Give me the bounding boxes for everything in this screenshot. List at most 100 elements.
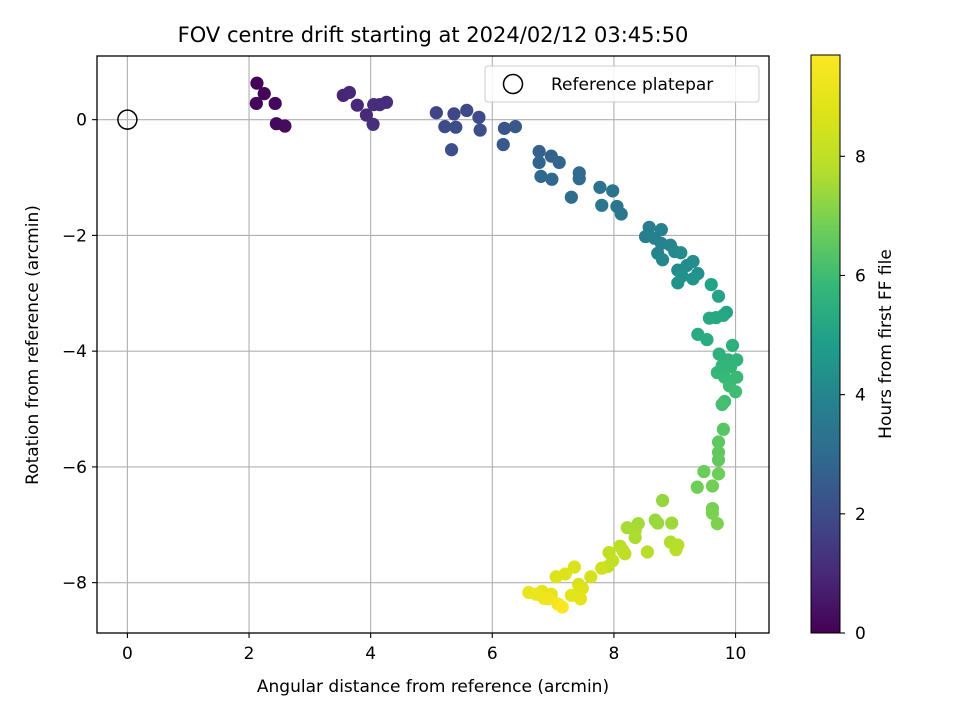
data-point [541, 592, 555, 606]
data-point [593, 180, 607, 194]
data-point [686, 272, 700, 286]
data-point [655, 253, 670, 267]
colorbar: 0 2 4 6 8 Hours from first FF file [810, 54, 896, 644]
data-point [697, 464, 711, 479]
reference-marker [117, 109, 138, 130]
legend-reference-marker [502, 73, 524, 95]
data-point [564, 190, 578, 204]
data-point [449, 120, 463, 134]
legend: Reference platepar [484, 65, 760, 103]
data-point [584, 570, 598, 584]
data-point [567, 560, 581, 574]
data-point [429, 106, 443, 120]
data-points [249, 76, 744, 614]
data-point [730, 370, 744, 384]
data-point [447, 107, 461, 121]
data-point [705, 479, 720, 493]
data-point [618, 547, 632, 561]
x-axis-ticks: 0 2 4 6 8 10 [122, 633, 746, 664]
y-tick-label: 0 [76, 111, 87, 131]
data-point [496, 137, 510, 152]
data-point [614, 207, 628, 221]
data-point [710, 517, 724, 531]
x-tick-label: 6 [487, 644, 498, 664]
data-point [715, 397, 729, 411]
data-point [249, 96, 263, 111]
reference-platepar-marker [117, 109, 138, 130]
data-point [725, 338, 740, 352]
x-tick-label: 2 [244, 644, 255, 664]
colorbar-tick-label: 4 [855, 386, 866, 406]
colorbar-tick-label: 6 [855, 266, 866, 286]
colorbar-label: Hours from first FF file [876, 249, 896, 439]
data-point [686, 254, 700, 269]
data-point [268, 96, 282, 111]
data-point [595, 561, 609, 575]
data-point [665, 516, 679, 530]
data-point [651, 516, 665, 530]
data-point [671, 276, 685, 290]
data-point [724, 360, 738, 374]
data-point [669, 543, 683, 557]
data-point [690, 480, 704, 494]
data-point [573, 592, 588, 606]
plot-frame [96, 55, 770, 634]
data-point [552, 155, 566, 170]
data-point [549, 570, 563, 584]
data-point [640, 545, 654, 559]
data-point [438, 120, 452, 134]
data-point [654, 223, 668, 237]
data-point [350, 98, 364, 112]
data-point [444, 143, 459, 157]
data-point [532, 144, 546, 159]
data-point [711, 289, 726, 303]
data-point [460, 103, 474, 118]
y-tick-label: −4 [62, 342, 87, 362]
data-point [497, 121, 512, 135]
data-point [606, 184, 620, 198]
data-point [379, 95, 394, 109]
y-tick-label: −6 [62, 458, 87, 478]
data-point [628, 530, 642, 545]
data-point [595, 198, 609, 212]
data-point [716, 422, 730, 436]
data-point [534, 169, 548, 183]
data-point [704, 278, 718, 292]
data-point [250, 76, 264, 90]
x-axis-label: Angular distance from reference (arcmin) [257, 677, 609, 697]
colorbar-tick-label: 8 [855, 147, 866, 167]
data-point [473, 123, 487, 137]
colorbar-tick-label: 2 [855, 505, 866, 525]
colorbar-tick-label: 0 [855, 624, 866, 644]
data-point [655, 493, 670, 508]
data-point [711, 467, 726, 481]
legend-box [484, 65, 760, 103]
data-point [555, 600, 569, 614]
data-point [700, 332, 714, 347]
data-point [705, 506, 720, 520]
chart-title: FOV centre drift starting at 2024/02/12 … [178, 23, 689, 47]
data-point [674, 246, 688, 260]
colorbar-gradient [810, 54, 841, 634]
legend-reference-label: Reference platepar [551, 75, 713, 95]
data-point [359, 108, 374, 122]
y-tick-label: −8 [62, 574, 87, 594]
data-point [709, 310, 723, 325]
x-tick-label: 0 [122, 644, 133, 664]
x-tick-label: 4 [365, 644, 376, 664]
colorbar-ticks: 0 2 4 6 8 [840, 147, 866, 644]
data-point [257, 87, 271, 101]
x-tick-label: 10 [725, 644, 747, 664]
y-tick-label: −2 [62, 226, 87, 246]
y-axis-label: Rotation from reference (arcmin) [23, 205, 43, 485]
data-point [711, 435, 726, 449]
y-axis-ticks: 0 −2 −4 −6 −8 [62, 111, 97, 594]
data-point [472, 110, 486, 124]
data-point [532, 155, 546, 170]
data-point [366, 117, 380, 131]
data-point [728, 385, 743, 399]
data-point [278, 119, 292, 133]
data-point [545, 172, 559, 186]
